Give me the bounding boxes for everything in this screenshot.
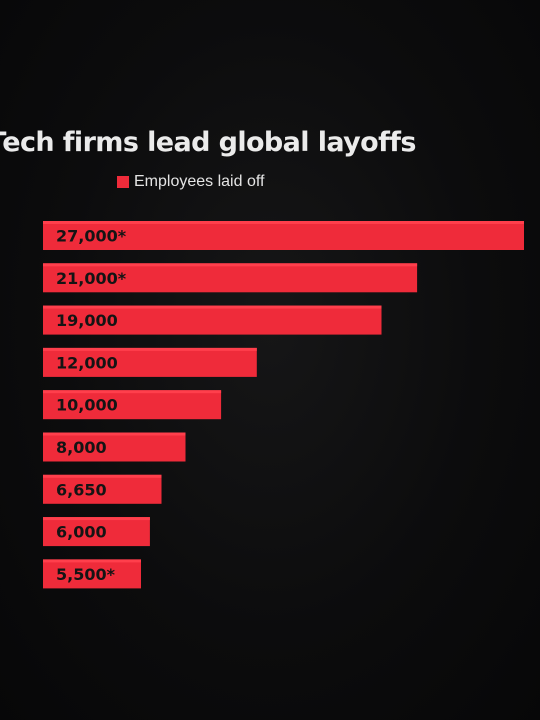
- bar-5: [43, 390, 222, 420]
- legend-label: Employees laid off: [134, 173, 265, 190]
- bar-label-3: 19,000: [56, 311, 118, 330]
- bar-8: [43, 517, 150, 547]
- bar-highlight-6: [43, 432, 186, 436]
- bar-9: [43, 559, 141, 589]
- bar-6: [43, 432, 186, 462]
- legend-swatch: [117, 176, 129, 188]
- bar-highlight-7: [43, 474, 162, 478]
- bar-2: [43, 263, 418, 293]
- bar-label-5: 10,000: [56, 396, 118, 415]
- bar-label-2: 21,000*: [56, 269, 127, 288]
- chart-title: Tech firms lead global layoffs: [0, 127, 417, 158]
- bar-highlight-4: [43, 347, 257, 351]
- bar-4: [43, 347, 257, 377]
- bar-highlight-1: [43, 221, 524, 224]
- bar-label-7: 6,650: [56, 480, 107, 499]
- legend: Employees laid off: [117, 171, 264, 193]
- bar-highlight-5: [43, 390, 222, 394]
- bar-1: [43, 221, 524, 250]
- bar-3: [43, 305, 382, 335]
- bar-label-9: 5,500*: [56, 565, 116, 584]
- bar-label-4: 12,000: [56, 353, 118, 372]
- bar-highlight-8: [43, 517, 150, 521]
- bar-highlight-2: [43, 263, 418, 267]
- bar-label-6: 8,000: [56, 438, 107, 457]
- bar-highlight-9: [43, 559, 141, 563]
- bar-7: [43, 474, 162, 504]
- bars-group: 27,000* 21,000* 19,000 12,000 10,000 8,000 6,6…: [43, 221, 524, 589]
- bar-label-1: 27,000*: [56, 227, 127, 246]
- bar-highlight-3: [43, 305, 382, 309]
- bar-label-8: 6,000: [56, 523, 107, 542]
